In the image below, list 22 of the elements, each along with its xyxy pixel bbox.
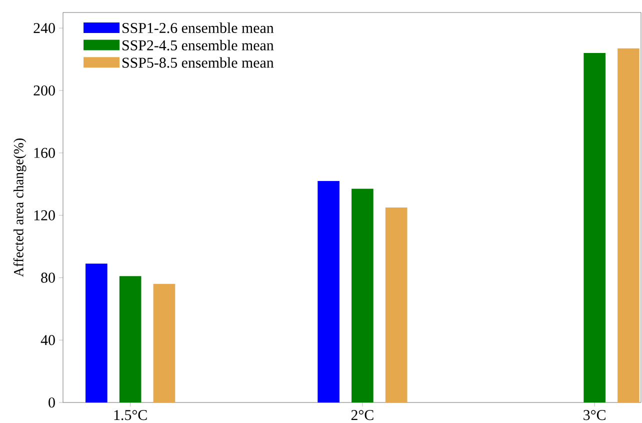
bar	[153, 284, 176, 402]
bar	[119, 276, 142, 402]
bar	[385, 207, 408, 402]
x-tick-label: 3°C	[584, 410, 606, 420]
x-tick-label: 1.5°C	[114, 410, 147, 420]
y-tick-label: 40	[40, 334, 55, 345]
y-tick-label: 160	[34, 148, 55, 158]
y-tick-label: 80	[41, 272, 55, 282]
legend-label: SSP1-2.6 ensemble mean	[122, 22, 274, 33]
bar	[86, 263, 108, 402]
legend-label: SSP2-4.5 ensemble mean	[122, 40, 274, 50]
y-tick-label: 200	[34, 85, 55, 96]
y-tick-label: 120	[34, 210, 55, 220]
y-tick-label: 240	[34, 22, 55, 33]
bar	[318, 180, 340, 402]
y-tick-label: 0	[48, 397, 55, 408]
legend-label: SSP5-8.5 ensemble mean	[122, 57, 274, 68]
bar	[352, 188, 374, 402]
bar	[618, 48, 640, 402]
y-axis-title: Affected area change(%)	[13, 138, 26, 277]
bar	[584, 52, 606, 402]
x-tick-label: 2°C	[351, 410, 374, 420]
